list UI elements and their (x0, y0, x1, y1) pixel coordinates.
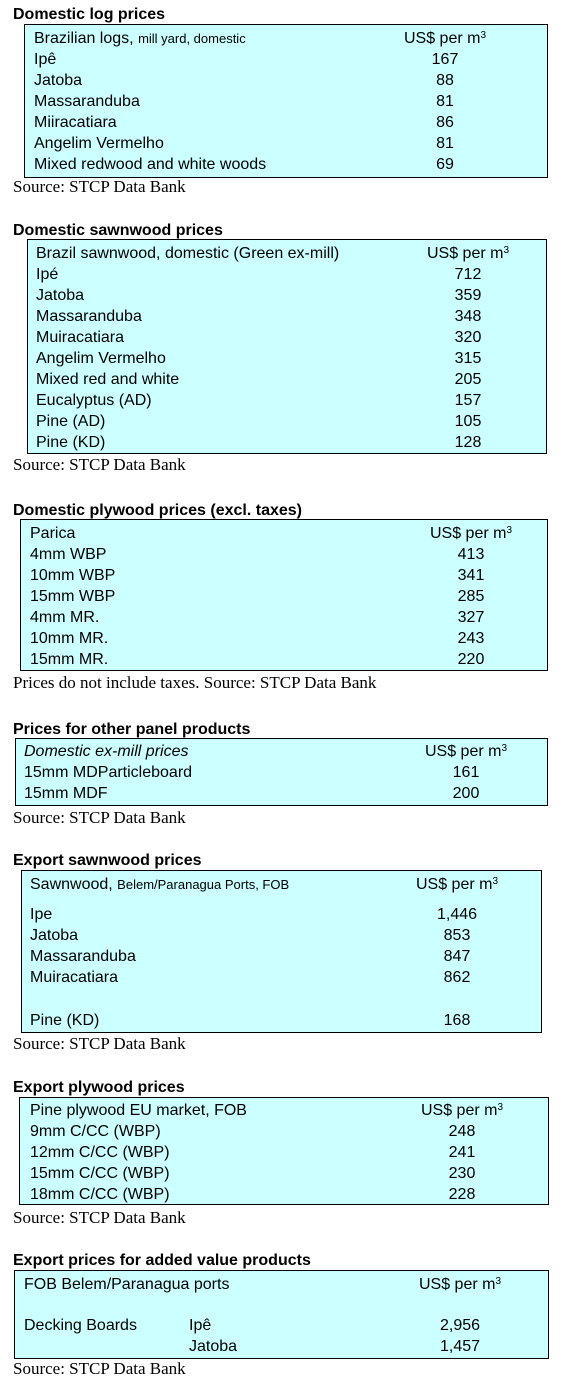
source-note: Source: STCP Data Bank (13, 1208, 186, 1227)
table-header: Domestic ex-mill prices US$ per m3 (16, 741, 547, 762)
section-heading: Export plywood prices (13, 1079, 185, 1096)
table-row: 12mm C/CC (WBP) 241 (30, 1144, 476, 1161)
unit-header: US$ per m3 (420, 1102, 504, 1119)
table-row: Pine (KD) 168 (30, 1012, 471, 1029)
header-label: Domestic ex-mill prices (24, 743, 189, 760)
table-row: Massaranduba 348 (36, 308, 482, 325)
source-note: Source: STCP Data Bank (13, 1034, 186, 1053)
table-row: Jatoba 1,457 (189, 1338, 481, 1355)
source-note: Source: STCP Data Bank (13, 1359, 186, 1378)
unit-header: US$ per m3 (418, 1276, 502, 1293)
table-header: FOB Belem/Paranagua ports US$ per m3 (15, 1274, 548, 1295)
price-table: Brazilian logs, mill yard, domestic US$ … (24, 24, 548, 178)
header-label: Parica (30, 525, 76, 542)
source-note: Source: STCP Data Bank (13, 455, 186, 474)
section-heading: Export prices for added value products (13, 1252, 311, 1269)
price-table: Parica US$ per m3 4mm WBP 413 10mm WBP 341… (20, 519, 548, 671)
source-note: Source: STCP Data Bank (13, 177, 186, 196)
table-row: 10mm WBP 341 (30, 567, 485, 584)
table-row: Jatoba 88 (34, 72, 454, 89)
header-label: Pine plywood EU market, FOB (30, 1102, 247, 1119)
table-row: Mixed red and white 205 (36, 371, 482, 388)
table-row: Pine (AD) 105 (36, 413, 482, 430)
table-row: 4mm WBP 413 (30, 546, 485, 563)
header-label: FOB Belem/Paranagua ports (24, 1276, 230, 1293)
table-row: 10mm MR. 243 (30, 630, 485, 647)
table-row: Jatoba 359 (36, 287, 482, 304)
section-heading: Prices for other panel products (13, 721, 251, 738)
table-row: Muiracatiara 320 (36, 329, 482, 346)
table-row: Angelim Vermelho 81 (34, 135, 454, 152)
source-note: Source: STCP Data Bank (13, 808, 186, 827)
table-header: Pine plywood EU market, FOB US$ per m3 (20, 1100, 548, 1121)
price-table: Brazil sawnwood, domestic (Green ex-mill… (27, 239, 547, 454)
table-row: 15mm WBP 285 (30, 588, 485, 605)
header-label: Sawnwood, Belem/Paranagua Ports, FOB (30, 876, 290, 893)
section-heading: Domestic log prices (13, 6, 166, 23)
table-row: Jatoba 853 (30, 927, 471, 944)
table-row: Ipê 167 (34, 51, 459, 68)
section-heading: Domestic plywood prices (excl. taxes) (13, 502, 302, 519)
table-row: 9mm C/CC (WBP) 248 (30, 1123, 476, 1140)
product-label: Decking Boards (24, 1317, 137, 1334)
unit-header: US$ per m3 (429, 525, 513, 542)
table-row: Ipé 712 (36, 266, 482, 283)
table-row: 15mm C/CC (WBP) 230 (30, 1165, 476, 1182)
table-row: Massaranduba 847 (30, 948, 471, 965)
price-table: FOB Belem/Paranagua ports US$ per m3 Dec… (14, 1270, 549, 1359)
table-row: Massaranduba 81 (34, 93, 454, 110)
header-label: Brazil sawnwood, domestic (Green ex-mill… (36, 245, 340, 262)
unit-header: US$ per m3 (403, 30, 487, 47)
section-heading: Domestic sawnwood prices (13, 222, 223, 239)
table-row: 15mm MDParticleboard 161 (24, 764, 480, 781)
table-row: Ipe 1,446 (30, 906, 478, 923)
source-note: Prices do not include taxes. Source: STC… (13, 673, 377, 692)
table-header: Brazilian logs, mill yard, domestic US$ … (25, 28, 547, 49)
table-header: Parica US$ per m3 (21, 523, 547, 544)
unit-header: US$ per m3 (424, 743, 508, 760)
table-row: Pine (KD) 128 (36, 434, 482, 451)
section-heading: Export sawnwood prices (13, 852, 202, 869)
table-row: Mixed redwood and white woods 69 (34, 156, 454, 173)
unit-header: US$ per m3 (415, 876, 499, 893)
table-header: Sawnwood, Belem/Paranagua Ports, FOB US$… (22, 874, 541, 895)
unit-header: US$ per m3 (426, 245, 510, 262)
table-row: Decking Boards Ipê 2,956 (24, 1317, 481, 1334)
table-row: 18mm C/CC (WBP) 228 (30, 1186, 476, 1203)
table-row: Miiracatiara 86 (34, 114, 454, 131)
price-table: Domestic ex-mill prices US$ per m3 15mm … (15, 738, 548, 806)
table-row: 15mm MDF 200 (24, 785, 480, 802)
price-table: Sawnwood, Belem/Paranagua Ports, FOB US$… (21, 870, 542, 1033)
table-row: Angelim Vermelho 315 (36, 350, 482, 367)
table-row: 15mm MR. 220 (30, 651, 485, 668)
table-row: Eucalyptus (AD) 157 (36, 392, 482, 409)
price-table: Pine plywood EU market, FOB US$ per m3 9… (19, 1097, 549, 1205)
table-row: 4mm MR. 327 (30, 609, 485, 626)
header-label: Brazilian logs, mill yard, domestic (34, 30, 246, 47)
table-header: Brazil sawnwood, domestic (Green ex-mill… (28, 243, 546, 264)
table-row: Muiracatiara 862 (30, 969, 471, 986)
